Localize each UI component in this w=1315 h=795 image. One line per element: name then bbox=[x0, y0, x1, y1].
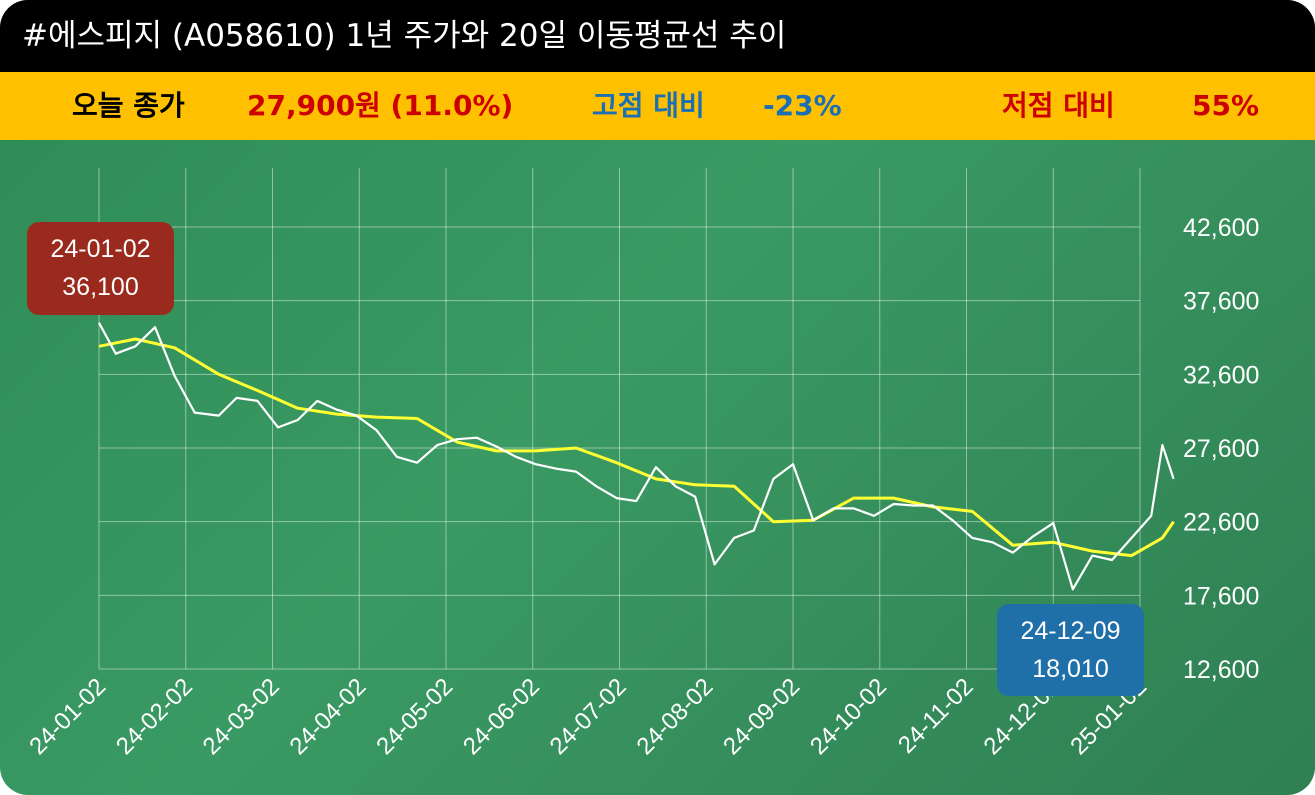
x-tick-label: 24-10-02 bbox=[805, 673, 892, 760]
y-tick-label: 27,600 bbox=[1183, 435, 1259, 463]
x-tick-label: 24-06-02 bbox=[458, 673, 545, 760]
low-date: 24-12-09 bbox=[1020, 617, 1121, 645]
y-tick-label: 42,600 bbox=[1183, 214, 1259, 242]
close-value: 27,900원 (11.0%) bbox=[247, 89, 514, 122]
x-tick-label: 24-09-02 bbox=[718, 673, 805, 760]
x-axis: 24-01-02 24-02-02 24-03-02 24-04-02 24-05-02… bbox=[24, 673, 1152, 760]
high-value: -23% bbox=[763, 89, 842, 122]
y-axis: 42,600 37,600 32,600 27,600 22,600 17,600 12,6… bbox=[1183, 214, 1259, 684]
price-line bbox=[98, 322, 1175, 591]
price-chart: 42,600 37,600 32,600 27,600 22,600 17,600 12,6… bbox=[24, 168, 1259, 760]
x-tick-label: 24-02-02 bbox=[111, 673, 198, 760]
x-tick-label: 24-03-02 bbox=[198, 673, 285, 760]
y-tick-label: 32,600 bbox=[1183, 361, 1259, 389]
x-tick-label: 24-05-02 bbox=[371, 673, 458, 760]
x-tick-label: 24-04-02 bbox=[284, 673, 371, 760]
x-tick-label: 24-11-02 bbox=[893, 673, 979, 759]
low-annotation: 24-12-09 18,010 bbox=[997, 604, 1144, 696]
info-bar: 오늘 종가 27,900원 (11.0%) 고점 대비 -23% 저점 대비 5… bbox=[0, 72, 1315, 140]
x-tick-label: 24-01-02 bbox=[24, 673, 111, 760]
ma20-line bbox=[98, 337, 1175, 558]
y-tick-label: 22,600 bbox=[1183, 509, 1259, 537]
start-date: 24-01-02 bbox=[50, 235, 151, 263]
start-value: 36,100 bbox=[62, 273, 139, 301]
low-value: 55% bbox=[1192, 89, 1260, 122]
page-title: #에스피지 (A058610) 1년 주가와 20일 이동평균선 추이 bbox=[0, 0, 1315, 72]
grid-lines bbox=[98, 168, 1141, 670]
low-value-label: 18,010 bbox=[1032, 655, 1109, 683]
close-label: 오늘 종가 bbox=[72, 89, 185, 122]
x-tick-label: 24-07-02 bbox=[545, 673, 632, 760]
x-tick-label: 24-08-02 bbox=[631, 673, 718, 760]
y-tick-label: 17,600 bbox=[1183, 582, 1259, 610]
y-tick-label: 37,600 bbox=[1183, 288, 1259, 316]
low-label: 저점 대비 bbox=[1002, 89, 1115, 122]
y-tick-label: 12,600 bbox=[1183, 656, 1259, 684]
start-annotation: 24-01-02 36,100 bbox=[27, 222, 174, 315]
high-label: 고점 대비 bbox=[592, 89, 705, 122]
